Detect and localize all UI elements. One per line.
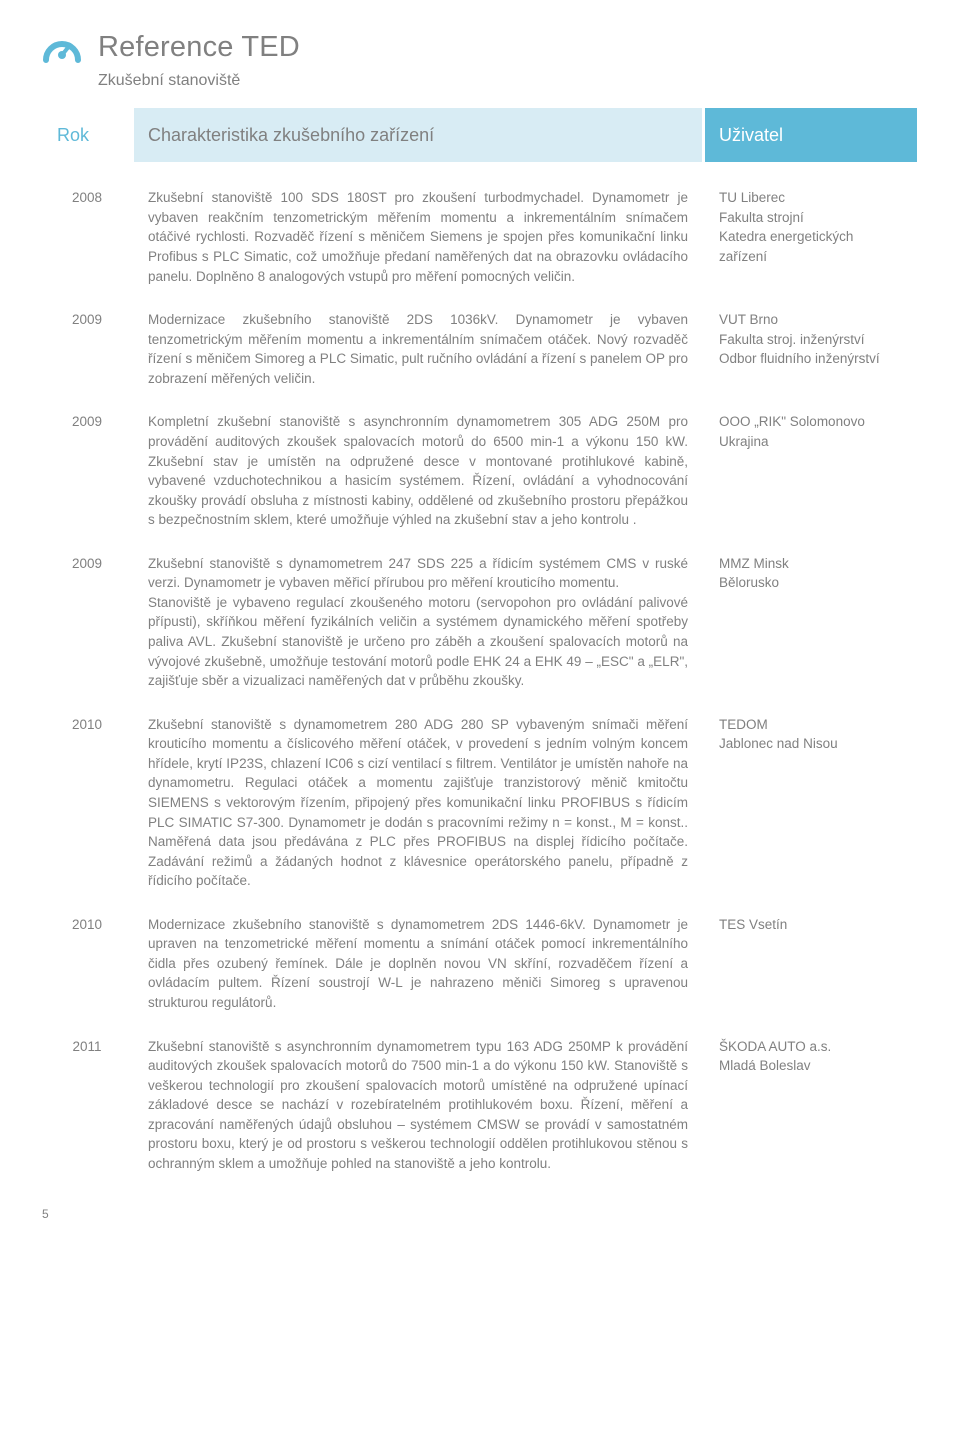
cell-year: 2009 [43,298,131,400]
cell-user: TU Liberec Fakulta strojní Katedra energ… [705,162,917,298]
gauge-icon [40,30,84,74]
page-subtitle: Zkušební stanoviště [98,69,300,92]
cell-user: VUT Brno Fakulta stroj. inženýrství Odbo… [705,298,917,400]
cell-year: 2010 [43,903,131,1025]
cell-user: MMZ Minsk Bělorusko [705,542,917,703]
page-header: Reference TED Zkušební stanoviště [40,26,920,92]
table-row: 2008Zkušební stanoviště 100 SDS 180ST pr… [43,162,917,298]
cell-user: TES Vsetín [705,903,917,1025]
cell-description: Zkušební stanoviště s asynchronním dynam… [134,1025,702,1186]
cell-year: 2010 [43,703,131,903]
col-header-user: Uživatel [705,108,917,162]
reference-table: Rok Charakteristika zkušebního zařízení … [40,108,920,1185]
cell-year: 2011 [43,1025,131,1186]
cell-user: TEDOM Jablonec nad Nisou [705,703,917,903]
table-row: 2009Kompletní zkušební stanoviště s asyn… [43,400,917,541]
page-title: Reference TED [98,26,300,68]
cell-description: Zkušební stanoviště 100 SDS 180ST pro zk… [134,162,702,298]
cell-user: OOO „RIK" Solomonovo Ukrajina [705,400,917,541]
cell-user: ŠKODA AUTO a.s. Mladá Boleslav [705,1025,917,1186]
table-row: 2010Zkušební stanoviště s dynamometrem 2… [43,703,917,903]
table-row: 2009Zkušební stanoviště s dynamometrem 2… [43,542,917,703]
table-row: 2010Modernizace zkušebního stanoviště s … [43,903,917,1025]
cell-year: 2009 [43,400,131,541]
table-row: 2011Zkušební stanoviště s asynchronním d… [43,1025,917,1186]
cell-year: 2009 [43,542,131,703]
col-header-year: Rok [43,108,131,162]
cell-description: Zkušební stanoviště s dynamometrem 247 S… [134,542,702,703]
cell-description: Modernizace zkušebního stanoviště s dyna… [134,903,702,1025]
cell-description: Zkušební stanoviště s dynamometrem 280 A… [134,703,702,903]
col-header-desc: Charakteristika zkušebního zařízení [134,108,702,162]
cell-description: Modernizace zkušebního stanoviště 2DS 10… [134,298,702,400]
table-row: 2009Modernizace zkušebního stanoviště 2D… [43,298,917,400]
cell-year: 2008 [43,162,131,298]
cell-description: Kompletní zkušební stanoviště s asynchro… [134,400,702,541]
page-number: 5 [40,1206,920,1223]
